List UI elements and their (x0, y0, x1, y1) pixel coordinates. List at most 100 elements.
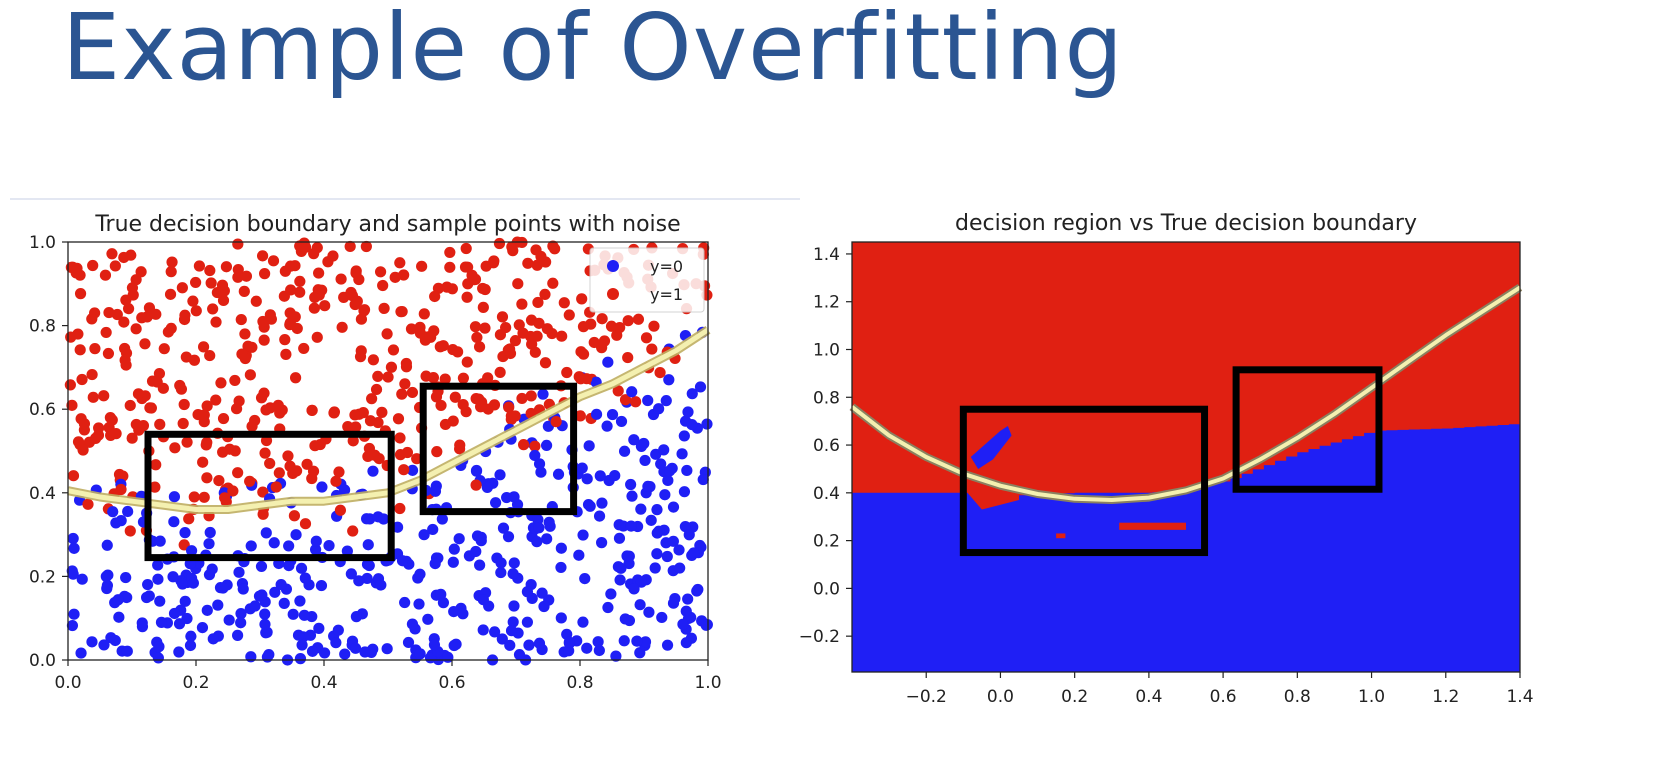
y-tick-label: 1.2 (813, 293, 840, 313)
point-y1 (307, 465, 320, 477)
point-y1 (471, 331, 483, 344)
point-y1 (130, 418, 142, 431)
point-y0 (471, 530, 484, 542)
point-y0 (278, 597, 290, 609)
point-y1 (201, 400, 213, 412)
point-y0 (477, 624, 489, 636)
x-tick-label: 0.6 (1210, 687, 1237, 707)
x-tick-label: 0.4 (310, 673, 337, 693)
point-y0 (290, 529, 302, 541)
point-y0 (470, 545, 482, 558)
point-y1 (92, 429, 105, 441)
point-y1 (447, 343, 459, 356)
point-y0 (577, 529, 589, 541)
point-y1 (150, 459, 162, 471)
point-y0 (533, 637, 546, 649)
point-y1 (99, 269, 112, 281)
point-y1 (345, 286, 357, 299)
point-y1 (316, 284, 328, 296)
point-y0 (605, 588, 617, 600)
point-y1 (622, 315, 634, 327)
point-y0 (651, 527, 663, 539)
point-y1 (382, 371, 394, 383)
point-y0 (508, 600, 520, 612)
point-y1 (166, 256, 178, 268)
point-y1 (400, 357, 412, 370)
point-y0 (294, 595, 306, 607)
point-y0 (504, 639, 516, 651)
y-tick-label: 0.0 (813, 579, 840, 599)
point-y0 (345, 568, 357, 580)
region-y0-island (970, 425, 1012, 469)
point-y0 (667, 597, 680, 609)
point-y1 (344, 240, 356, 253)
point-y0 (658, 444, 670, 456)
point-y1 (215, 377, 227, 389)
point-y0 (686, 418, 698, 431)
point-y1 (342, 421, 354, 433)
point-y0 (474, 559, 486, 571)
point-y1 (144, 402, 156, 414)
point-y1 (392, 413, 405, 425)
point-y1 (327, 250, 339, 262)
point-y0 (635, 503, 647, 515)
point-y1 (522, 257, 534, 269)
point-y1 (517, 439, 530, 451)
x-tick-label: 0.0 (987, 687, 1014, 707)
point-y1 (470, 479, 482, 491)
point-y1 (577, 321, 590, 333)
point-y0 (249, 600, 261, 612)
point-y0 (664, 465, 676, 477)
point-y0 (306, 645, 319, 657)
point-y0 (596, 497, 608, 509)
point-y0 (644, 481, 656, 493)
point-y1 (336, 321, 348, 333)
point-y0 (381, 643, 393, 655)
point-y0 (601, 420, 613, 432)
point-y1 (100, 326, 112, 339)
point-y0 (677, 618, 689, 630)
point-y0 (653, 403, 665, 415)
point-y1 (460, 242, 472, 255)
point-y0 (414, 568, 426, 580)
point-y1 (333, 466, 345, 478)
point-y0 (268, 537, 280, 549)
point-y1 (598, 335, 611, 347)
point-y0 (615, 415, 628, 428)
point-y1 (372, 416, 384, 429)
y-tick-label: 0.2 (29, 567, 56, 587)
point-y1 (394, 502, 406, 515)
point-y0 (294, 653, 307, 665)
point-y1 (259, 268, 271, 280)
y-tick-label: 1.4 (813, 245, 840, 265)
point-y0 (187, 577, 199, 589)
point-y1 (122, 303, 135, 315)
point-y1 (118, 316, 130, 328)
point-y1 (401, 446, 414, 459)
y-tick-label: 0.8 (813, 388, 840, 408)
point-y1 (494, 366, 506, 378)
point-y1 (115, 483, 127, 496)
point-y0 (490, 497, 502, 509)
point-y0 (676, 448, 688, 460)
point-y0 (563, 645, 575, 657)
point-y1 (370, 383, 383, 396)
point-y0 (406, 618, 419, 630)
point-y0 (508, 491, 520, 503)
point-y1 (444, 246, 456, 259)
point-y1 (65, 331, 77, 343)
point-y1 (210, 394, 222, 406)
point-y0 (154, 535, 166, 547)
point-y1 (529, 440, 541, 452)
point-y1 (389, 271, 401, 283)
point-y1 (539, 357, 552, 369)
point-y0 (168, 607, 181, 620)
point-y1 (394, 432, 406, 444)
x-tick-label: 0.2 (182, 673, 209, 693)
point-y0 (579, 573, 591, 585)
y-tick-label: 0.4 (813, 484, 840, 504)
point-y0 (541, 533, 553, 545)
point-y0 (109, 634, 121, 647)
point-y0 (497, 522, 510, 534)
point-y1 (556, 330, 568, 342)
